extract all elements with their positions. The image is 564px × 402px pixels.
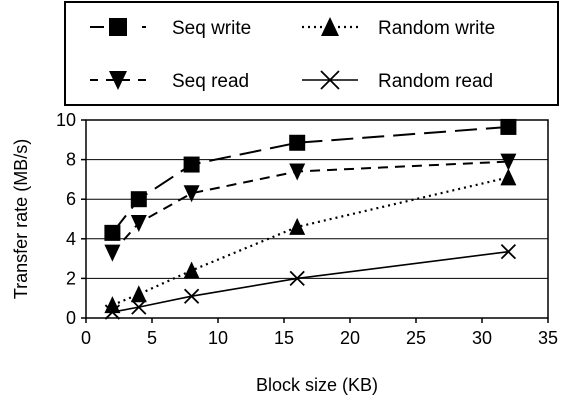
data-point: [289, 217, 306, 235]
data-point: [500, 118, 517, 135]
legend-entry: Random write: [302, 17, 495, 39]
x-tick-label: 5: [147, 328, 157, 348]
series-seq-write: [104, 118, 517, 241]
y-tick-label: 0: [66, 308, 76, 328]
data-point: [130, 214, 147, 232]
data-point: [104, 304, 121, 320]
legend-entry: Random read: [302, 70, 493, 92]
series-random-read: [104, 244, 517, 320]
data-point: [500, 153, 517, 171]
legend-marker: [320, 70, 340, 90]
data-point: [183, 156, 200, 173]
data-point: [183, 261, 200, 279]
series-line: [111, 125, 509, 234]
y-tick-label: 10: [56, 110, 76, 130]
axes: 0 5 10 15 20 25 30 35 0 2 4 6 8 10: [56, 110, 558, 348]
data-point: [131, 299, 147, 315]
legend-label: Random read: [378, 71, 493, 92]
x-tick-label: 15: [274, 328, 294, 348]
data-point: [104, 224, 121, 241]
legend-marker: [109, 71, 127, 90]
series-line: [111, 176, 509, 307]
legend-label: Random write: [378, 18, 495, 39]
series-random-write: [104, 168, 517, 314]
legend-label: Seq write: [172, 18, 251, 39]
x-tick-label: 25: [406, 328, 426, 348]
series-line: [111, 160, 509, 254]
y-tick-label: 2: [66, 268, 76, 288]
data-point: [289, 134, 306, 151]
grid-lines: [86, 159, 548, 279]
legend-entry: Seq write: [90, 18, 251, 39]
x-axis-label: Block size (KB): [256, 375, 378, 395]
data-point: [500, 244, 517, 260]
data-point: [130, 191, 147, 208]
series-seq-read: [104, 153, 517, 262]
series-line: [112, 250, 509, 313]
data-point: [289, 270, 305, 287]
data-point: [289, 163, 306, 181]
y-tick-label: 6: [66, 189, 76, 209]
series-layer: [104, 118, 517, 320]
data-point: [130, 285, 147, 303]
plot-frame: [85, 119, 549, 319]
legend-box: [64, 1, 559, 106]
legend-marker: [109, 18, 127, 36]
x-tick-label: 20: [340, 328, 360, 348]
y-tick-label: 4: [66, 229, 76, 249]
legend-label: Seq read: [172, 71, 249, 92]
legend-marker: [321, 17, 339, 36]
data-point: [183, 185, 200, 203]
data-point: [500, 168, 517, 186]
data-point: [104, 244, 121, 262]
x-tick-label: 35: [538, 328, 558, 348]
y-axis-label: Transfer rate (MB/s): [11, 139, 31, 299]
y-tick-label: 8: [66, 150, 76, 170]
legend-entry: Seq read: [90, 71, 249, 92]
x-tick-label: 10: [208, 328, 228, 348]
data-point: [183, 288, 200, 304]
legend: Seq write Random write Seq read Random read: [90, 17, 495, 92]
x-tick-label: 0: [81, 328, 91, 348]
x-tick-label: 30: [472, 328, 492, 348]
